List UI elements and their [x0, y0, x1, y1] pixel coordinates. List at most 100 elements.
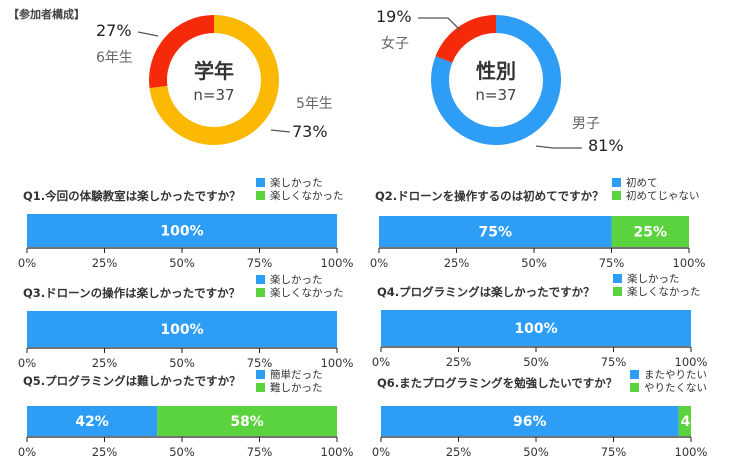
x-tick-label: 50%: [169, 356, 195, 370]
legend-swatch: [613, 287, 622, 296]
donut-category-label: 6年生: [96, 50, 133, 66]
x-tick-label: 100%: [321, 356, 354, 370]
x-tick-label: 75%: [601, 355, 627, 369]
legend-swatch: [630, 370, 639, 379]
x-tick-label: 100%: [675, 445, 708, 459]
x-tick-label: 100%: [673, 256, 706, 270]
x-tick-label: 100%: [675, 355, 708, 369]
legend-label: 楽しくなかった: [270, 189, 344, 202]
bar-segment-q6-0: [381, 406, 679, 436]
donut-category-label: 5年生: [296, 96, 333, 112]
legend-swatch: [612, 178, 621, 187]
x-tick-label: 0%: [372, 445, 390, 459]
bar-segment-q5-1: [157, 406, 337, 436]
legend-label: 楽しくなかった: [270, 286, 344, 299]
x-tick-label: 75%: [247, 356, 273, 370]
question-title: Q1.今回の体験教室は楽しかったですか？: [23, 189, 241, 203]
legend-label: 楽しくなかった: [627, 285, 701, 298]
donut-value-label: 19%: [376, 7, 412, 26]
legend-swatch: [256, 288, 265, 297]
donut-leader-line: [535, 145, 582, 149]
legend-swatch: [630, 383, 639, 392]
donut-value-label: 73%: [292, 122, 328, 141]
question-title: Q5.プログラミングは難しかったですか？: [23, 374, 241, 388]
legend-label: 初めて: [626, 176, 658, 189]
donut-category-label: 男子: [572, 116, 600, 132]
x-tick-label: 50%: [521, 256, 547, 270]
donut-category-label: 女子: [381, 35, 409, 52]
legend-label: 楽しかった: [270, 273, 323, 286]
bar-data-label: 4%: [681, 414, 705, 430]
donut-slice-gender-1: [435, 15, 497, 64]
x-tick-label: 25%: [446, 445, 472, 459]
donut-value-label: 81%: [588, 136, 624, 155]
question-title: Q6.またプログラミングを勉強したいですか？: [377, 376, 617, 390]
bar-data-label: 75%: [478, 225, 512, 241]
x-tick-label: 50%: [169, 256, 195, 270]
bar-data-label: 25%: [633, 225, 667, 241]
donut-leader-line: [270, 129, 291, 133]
x-tick-label: 25%: [92, 445, 118, 459]
x-tick-label: 25%: [92, 356, 118, 370]
bar-data-label: 100%: [514, 321, 557, 337]
x-tick-label: 50%: [523, 445, 549, 459]
donut-slice-gender-0: [431, 15, 561, 145]
donut-center-subtitle: n=37: [475, 86, 516, 104]
x-tick-label: 25%: [444, 256, 470, 270]
bar-segment-q3-0: [27, 311, 337, 347]
x-tick-label: 75%: [601, 445, 627, 459]
x-tick-label: 100%: [321, 445, 354, 459]
bar-segment-q1-0: [27, 214, 337, 247]
legend-label: 初めてじゃない: [626, 189, 700, 202]
x-tick-label: 0%: [372, 355, 390, 369]
bar-data-label: 96%: [513, 414, 547, 430]
donut-center-title: 学年: [194, 59, 234, 83]
donut-slice-grade-1: [149, 15, 215, 89]
donut-slice-grade-0: [149, 15, 279, 145]
donut-value-label: 27%: [96, 21, 132, 40]
legend-label: 簡単だった: [270, 368, 323, 381]
question-title: Q4.プログラミングは楽しかったですか？: [377, 285, 595, 299]
question-title: Q2.ドローンを操作するのは初めてですか？: [375, 189, 604, 203]
x-tick-label: 0%: [18, 356, 36, 370]
x-tick-label: 0%: [370, 256, 388, 270]
legend-swatch: [256, 191, 265, 200]
bar-segment-q6-1: [678, 406, 691, 436]
legend-label: またやりたい: [644, 369, 707, 381]
donut-center-title: 性別: [476, 59, 516, 83]
donut-leader-line: [137, 31, 159, 37]
legend-swatch: [256, 370, 265, 379]
donut-center-subtitle: n=37: [193, 86, 234, 104]
bar-data-label: 58%: [230, 414, 264, 430]
legend-swatch: [613, 274, 622, 283]
x-tick-label: 50%: [169, 445, 195, 459]
bar-segment-q2-1: [611, 216, 689, 247]
x-tick-label: 100%: [321, 256, 354, 270]
x-tick-label: 75%: [599, 256, 625, 270]
legend-swatch: [256, 275, 265, 284]
question-title: Q3.ドローンの操作は楽しかったですか？: [23, 286, 240, 300]
x-tick-label: 25%: [446, 355, 472, 369]
bar-data-label: 42%: [75, 414, 109, 430]
legend-label: 難しかった: [270, 381, 323, 394]
legend-swatch: [612, 191, 621, 200]
bar-segment-q4-0: [381, 310, 691, 346]
x-tick-label: 75%: [247, 256, 273, 270]
x-tick-label: 0%: [18, 445, 36, 459]
bar-data-label: 100%: [160, 224, 203, 240]
x-tick-label: 75%: [247, 445, 273, 459]
donut-leader-line: [418, 17, 461, 31]
bar-segment-q2-0: [379, 216, 612, 247]
page-title: 【参加者構成】: [8, 7, 85, 21]
bar-segment-q5-0: [27, 406, 158, 436]
x-tick-label: 25%: [92, 256, 118, 270]
x-tick-label: 0%: [18, 256, 36, 270]
legend-swatch: [256, 383, 265, 392]
bar-data-label: 100%: [160, 322, 203, 338]
x-tick-label: 50%: [523, 355, 549, 369]
legend-swatch: [256, 178, 265, 187]
legend-label: 楽しかった: [627, 272, 680, 285]
legend-label: やりたくない: [644, 382, 707, 394]
legend-label: 楽しかった: [270, 176, 323, 189]
